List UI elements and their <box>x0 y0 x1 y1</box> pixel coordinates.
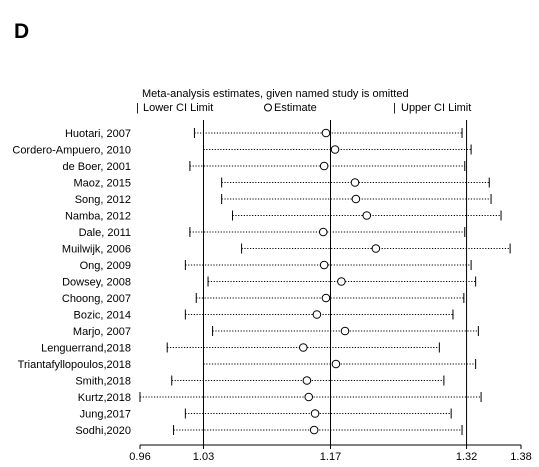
x-tick-label: 1.03 <box>193 451 214 463</box>
study-row: Kurtz,2018 <box>78 392 482 404</box>
study-row: Ong, 2009 <box>80 260 472 272</box>
study-row: Jung,2017 <box>80 408 452 421</box>
estimate-marker <box>321 128 331 138</box>
study-label: Sodhi,2020 <box>75 425 131 437</box>
study-label: Maoz, 2015 <box>74 178 131 190</box>
study-label: Jung,2017 <box>80 409 131 421</box>
study-row: Muilwijk, 2006 <box>62 243 511 256</box>
estimate-marker <box>312 310 322 319</box>
legend-estimate-label: Estimate <box>274 102 317 114</box>
x-tick-label: 1.17 <box>320 451 341 463</box>
panel-label: D <box>14 20 30 43</box>
study-label: Ong, 2009 <box>80 260 131 272</box>
study-row: Namba, 2012 <box>65 210 502 223</box>
estimate-marker <box>337 277 346 286</box>
study-label: Bozic, 2014 <box>74 310 131 322</box>
study-rows: Huotari, 2007 Cordero-Ampuero, 2010 de Boe… <box>12 128 511 437</box>
study-row: Choong, 2007 <box>62 293 465 305</box>
study-label: Triantafyllopoulos,2018 <box>18 359 131 371</box>
legend-upper-label: Upper CI Limit <box>401 102 471 114</box>
study-row: Dowsey, 2008 <box>62 276 477 289</box>
estimate-marker <box>310 409 320 418</box>
estimate-marker <box>298 343 308 352</box>
study-label: Dale, 2011 <box>79 227 131 239</box>
study-row: Sodhi,2020 <box>75 425 463 437</box>
x-tick-label: 1.32 <box>456 451 477 463</box>
chart-title: Meta-analysis estimates, given named stu… <box>142 88 409 100</box>
study-label: Song, 2012 <box>75 194 131 206</box>
study-label: Marjo, 2007 <box>73 326 131 338</box>
x-tick-label: 1.38 <box>510 451 531 463</box>
estimate-marker <box>371 244 381 253</box>
legend-lower-marker: | <box>136 102 139 114</box>
study-row: Triantafyllopoulos,2018 <box>18 359 477 371</box>
study-label: Smith,2018 <box>75 376 131 388</box>
study-label: Kurtz,2018 <box>78 392 131 404</box>
study-label: Huotari, 2007 <box>65 128 131 140</box>
study-row: Maoz, 2015 <box>74 177 490 190</box>
estimate-marker <box>304 392 314 402</box>
estimate-marker <box>318 227 328 237</box>
study-label: Cordero-Ampuero, 2010 <box>12 145 131 157</box>
study-label: de Boer, 2001 <box>62 161 131 173</box>
estimate-marker <box>330 145 340 154</box>
estimate-marker <box>302 376 312 385</box>
study-row: Marjo, 2007 <box>73 326 479 338</box>
reference-lines <box>203 120 468 445</box>
estimate-marker <box>340 326 350 336</box>
study-row: Bozic, 2014 <box>74 309 454 322</box>
estimate-marker <box>331 359 341 369</box>
legend-estimate-marker <box>264 103 272 112</box>
estimate-marker <box>321 293 331 303</box>
x-axis: 0.96 1.03 1.17 1.32 1.38 <box>129 444 532 463</box>
study-row: Lenguerrand,2018 <box>41 342 440 355</box>
study-row: Huotari, 2007 <box>65 128 463 140</box>
estimate-marker <box>319 161 329 171</box>
study-label: Muilwijk, 2006 <box>62 244 131 256</box>
estimate-marker <box>351 194 361 204</box>
x-tick-label: 0.96 <box>129 451 150 463</box>
estimate-marker <box>309 425 319 435</box>
legend-lower-label: Lower CI Limit <box>143 102 213 114</box>
estimate-marker <box>362 211 372 220</box>
study-label: Dowsey, 2008 <box>62 277 131 289</box>
legend: | Lower CI Limit Estimate | Upper CI Lim… <box>136 102 471 114</box>
study-row: Cordero-Ampuero, 2010 <box>12 144 472 157</box>
study-label: Lenguerrand,2018 <box>41 343 131 355</box>
study-label: Namba, 2012 <box>65 211 131 223</box>
study-row: Song, 2012 <box>75 194 492 206</box>
estimate-marker <box>350 178 360 187</box>
study-row: de Boer, 2001 <box>62 161 466 173</box>
legend-upper-marker: | <box>393 102 396 114</box>
estimate-marker <box>319 260 329 270</box>
study-row: Dale, 2011 <box>79 227 466 239</box>
study-label: Choong, 2007 <box>62 293 131 305</box>
study-row: Smith,2018 <box>75 375 445 388</box>
